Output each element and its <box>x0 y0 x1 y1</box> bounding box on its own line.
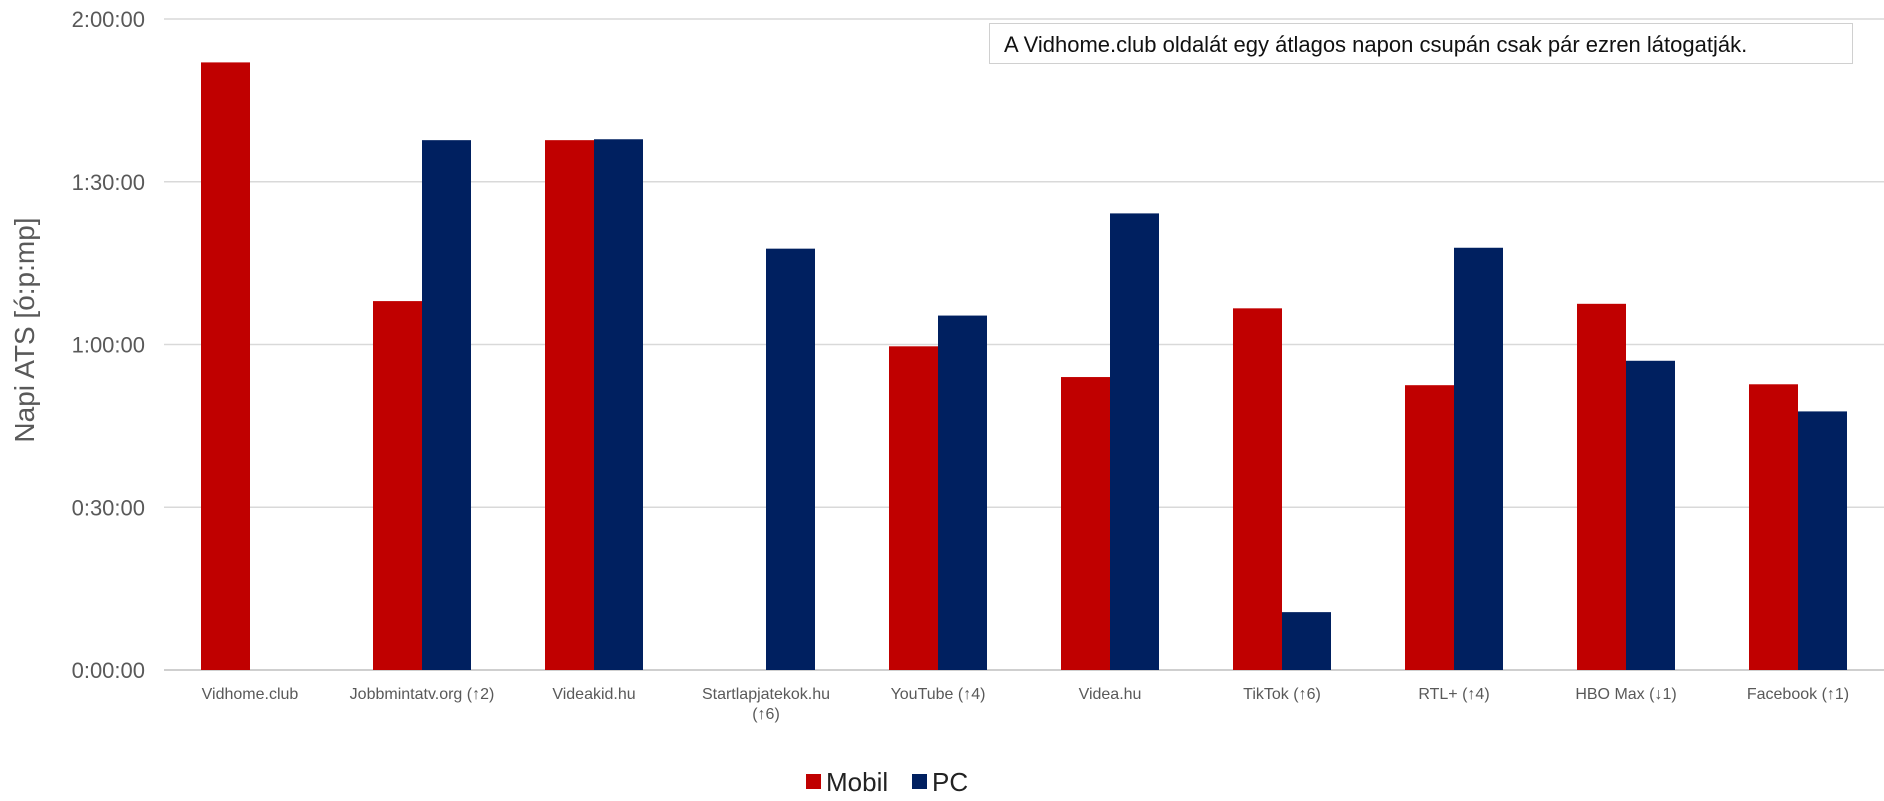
legend-swatch-pc <box>912 774 927 789</box>
bar-mobil <box>545 140 594 671</box>
bars <box>201 62 1847 671</box>
bar-mobil <box>1405 385 1454 670</box>
legend-swatch-mobil <box>806 774 821 789</box>
bar-mobil <box>201 62 250 670</box>
bar-pc <box>1626 360 1675 670</box>
y-tick-label: 0:00:00 <box>72 658 145 683</box>
x-tick-label: Videa.hu <box>1079 686 1142 703</box>
x-tick-label: HBO Max (↓1) <box>1575 686 1676 703</box>
x-tick-label: Jobbmintatv.org (↑2) <box>350 686 495 703</box>
bar-mobil <box>1233 308 1282 670</box>
y-tick-label: 1:30:00 <box>72 170 145 195</box>
y-axis-ticks: 2:00:00 1:30:00 1:00:00 0:30:00 0:00:00 <box>72 7 145 683</box>
y-tick-label: 0:30:00 <box>72 495 145 520</box>
y-tick-label: 2:00:00 <box>72 7 145 32</box>
x-tick-label: TikTok (↑6) <box>1243 686 1321 703</box>
bar-pc <box>766 248 815 671</box>
bar-pc <box>1798 411 1847 670</box>
x-axis-categories: Vidhome.club Jobbmintatv.org (↑2) Videakid… <box>202 686 1849 723</box>
bar-pc <box>938 315 987 670</box>
x-tick-label: Startlapjatekok.hu (↑6) <box>702 686 830 723</box>
x-tick-label: Vidhome.club <box>202 686 299 703</box>
y-axis-label: Napi ATS [ó:p:mp] <box>9 217 40 442</box>
chart-annotation: A Vidhome.club oldalát egy átlagos napon… <box>989 23 1853 64</box>
bar-pc <box>1454 247 1503 671</box>
bar-mobil <box>889 346 938 670</box>
legend: Mobil PC <box>806 767 968 797</box>
x-tick-label: Facebook (↑1) <box>1747 686 1849 703</box>
x-tick-label: RTL+ (↑4) <box>1418 686 1489 703</box>
bar-mobil <box>1749 384 1798 670</box>
bar-mobil <box>1061 377 1110 670</box>
bar-pc <box>422 140 471 671</box>
legend-label-mobil: Mobil <box>826 767 888 797</box>
y-tick-label: 1:00:00 <box>72 333 145 358</box>
bar-mobil <box>373 301 422 670</box>
x-tick-label: Videakid.hu <box>552 686 635 703</box>
legend-label-pc: PC <box>932 767 968 797</box>
bar-pc <box>1110 213 1159 671</box>
bar-pc <box>1282 612 1331 670</box>
x-tick-label: YouTube (↑4) <box>891 686 986 703</box>
bar-mobil <box>1577 303 1626 670</box>
bar-pc <box>594 139 643 671</box>
